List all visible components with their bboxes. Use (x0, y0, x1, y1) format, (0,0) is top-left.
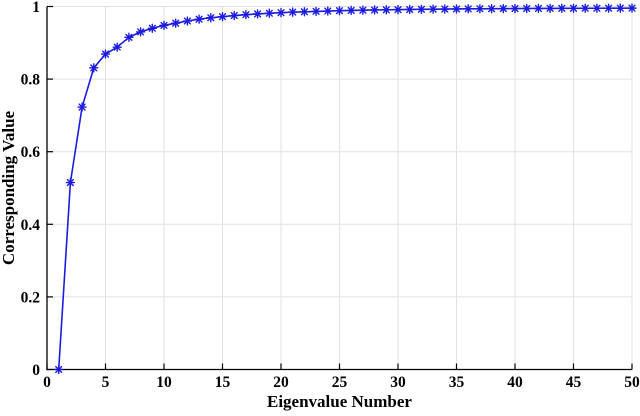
data-point-marker (100, 49, 111, 59)
data-point-marker (346, 5, 356, 16)
data-point-marker (112, 42, 122, 52)
data-point-marker (533, 3, 544, 14)
data-point-marker (147, 23, 158, 33)
x-tick-label: 35 (449, 374, 465, 391)
x-tick-label: 45 (566, 374, 582, 391)
data-point-marker (288, 7, 298, 17)
data-point-marker (276, 7, 286, 18)
y-axis-label: Corresponding Value (0, 110, 18, 265)
data-point-marker (463, 4, 473, 14)
data-line (57, 7, 633, 370)
data-point-marker (135, 27, 146, 37)
data-point-marker (498, 3, 508, 14)
data-point-marker (603, 3, 614, 13)
data-point-marker (54, 364, 64, 375)
y-tick-label: 0.8 (21, 72, 41, 89)
y-tick-label: 0.6 (21, 144, 41, 161)
x-axis-label: Eigenvalue Number (267, 392, 412, 411)
x-tick-label: 0 (43, 374, 51, 391)
data-point-marker (580, 3, 590, 13)
data-point-marker (522, 3, 532, 14)
data-point-marker (311, 6, 321, 17)
data-point-markers (54, 3, 637, 375)
x-tick-label: 15 (215, 374, 231, 391)
data-point-marker (323, 6, 333, 16)
data-point-marker (369, 5, 380, 15)
data-point-marker (486, 4, 497, 14)
data-point-marker (557, 3, 567, 14)
data-point-marker (170, 18, 181, 28)
x-tick-label: 25 (332, 374, 348, 391)
gridlines (47, 6, 633, 370)
x-tick-label: 50 (624, 374, 640, 391)
data-point-marker (124, 32, 134, 43)
data-point-marker (182, 16, 193, 26)
data-point-marker (241, 9, 251, 20)
data-point-marker (334, 5, 345, 16)
x-tick-label: 20 (273, 374, 289, 391)
data-point-marker (89, 63, 99, 73)
tick-labels: 0 5 10 15 20 25 30 35 40 45 50 0 0.2 0.4 0.6 0.8 1 (21, 0, 640, 391)
data-point-marker (545, 3, 555, 14)
data-point-marker (405, 4, 415, 15)
data-point-marker (475, 4, 485, 14)
data-point-marker (627, 3, 637, 13)
data-point-marker (252, 9, 263, 19)
data-series (54, 3, 637, 375)
data-point-marker (264, 8, 274, 18)
data-point-marker (381, 5, 391, 15)
axes (46, 5, 633, 371)
data-point-marker (206, 13, 216, 23)
y-tick-label: 0 (32, 362, 40, 379)
data-point-marker (77, 102, 87, 112)
data-point-marker (299, 7, 310, 17)
x-tick-label: 30 (390, 374, 406, 391)
x-tick-label: 5 (102, 374, 110, 391)
data-point-marker (393, 4, 403, 15)
x-tick-label: 40 (507, 374, 523, 391)
data-point-marker (428, 4, 438, 14)
data-point-marker (416, 4, 427, 15)
data-point-marker (358, 5, 368, 15)
data-point-marker (159, 20, 169, 31)
data-point-marker (451, 4, 462, 14)
data-point-marker (510, 3, 520, 14)
x-tick-label: 10 (156, 374, 172, 391)
data-point-marker (568, 3, 579, 14)
y-tick-label: 0.2 (21, 289, 41, 306)
data-point-marker (592, 3, 602, 13)
data-point-marker (229, 10, 239, 21)
data-point-marker (440, 4, 450, 14)
y-tick-label: 1 (32, 0, 40, 16)
data-point-marker (615, 3, 625, 13)
data-point-marker (65, 177, 76, 188)
y-tick-label: 0.4 (21, 217, 41, 234)
data-point-marker (194, 14, 204, 24)
data-point-marker (217, 11, 228, 22)
